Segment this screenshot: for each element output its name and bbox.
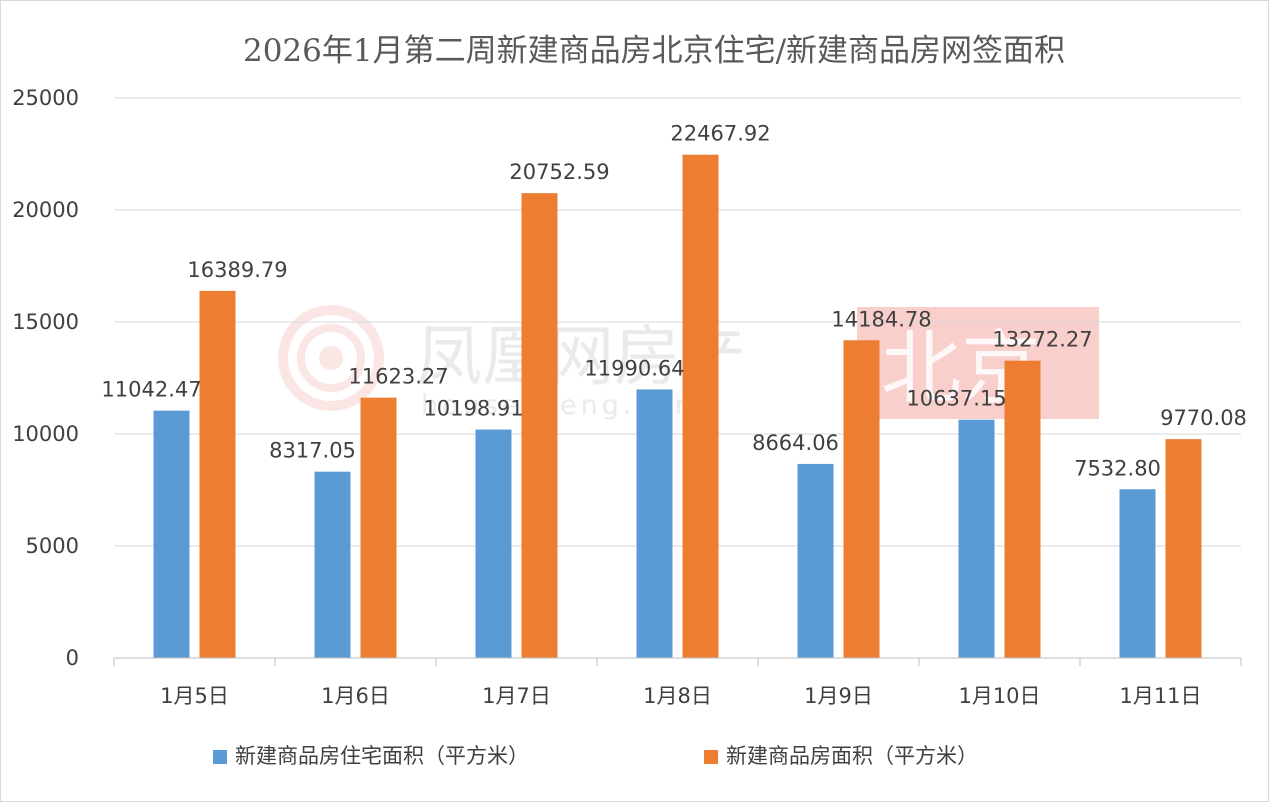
bar-total — [199, 290, 236, 658]
bar-residential — [153, 410, 190, 658]
legend-label-total: 新建商品房面积（平方米） — [726, 744, 978, 768]
y-tick-label: 5000 — [26, 534, 79, 558]
data-label: 7532.80 — [1074, 456, 1161, 480]
bar-residential — [636, 389, 673, 658]
data-label: 11623.27 — [348, 365, 448, 389]
x-tick-label: 1月7日 — [482, 684, 551, 708]
gridlines — [114, 97, 1241, 547]
x-tick-label: 1月6日 — [321, 684, 390, 708]
data-label: 16389.79 — [187, 258, 287, 282]
data-label: 11990.64 — [584, 356, 684, 380]
y-tick-label: 0 — [66, 646, 79, 670]
data-label: 10637.15 — [906, 387, 1006, 411]
data-label: 14184.78 — [831, 307, 931, 331]
data-label: 13272.27 — [992, 328, 1092, 352]
bar-total — [360, 397, 397, 658]
y-tick-label: 15000 — [12, 310, 79, 334]
x-axis: 1月5日 1月6日 1月7日 1月8日 1月9日 1月10日 1月11日 — [113, 657, 1242, 708]
x-tick-label: 1月5日 — [160, 684, 229, 708]
chart-title: 2026年1月第二周新建商品房北京住宅/新建商品房网签面积 — [243, 33, 1065, 69]
data-labels: 11042.47 16389.79 8317.05 11623.27 10198.91 2… — [101, 122, 1247, 481]
x-tick-label: 1月10日 — [958, 684, 1040, 708]
bar-total — [843, 340, 880, 658]
legend: 新建商品房住宅面积（平方米） 新建商品房面积（平方米） — [213, 744, 978, 768]
y-tick-label: 20000 — [12, 198, 79, 222]
data-label: 8664.06 — [752, 431, 839, 455]
data-label: 11042.47 — [101, 378, 201, 402]
y-axis: 0 5000 10000 15000 20000 25000 — [12, 86, 79, 670]
x-tick-label: 1月11日 — [1119, 684, 1201, 708]
data-label: 20752.59 — [509, 160, 609, 184]
bar-total — [1165, 439, 1202, 658]
x-tick-label: 1月8日 — [643, 684, 712, 708]
legend-swatch-total — [704, 750, 718, 764]
ifeng-logo-icon — [278, 305, 384, 411]
bars — [153, 154, 1202, 659]
legend-swatch-residential — [213, 750, 227, 764]
data-label: 9770.08 — [1160, 406, 1247, 430]
watermark-city-badge — [857, 307, 1099, 419]
y-tick-label: 25000 — [12, 86, 79, 110]
y-tick-label: 10000 — [12, 422, 79, 446]
bar-residential — [958, 419, 995, 658]
bar-residential — [1119, 489, 1156, 658]
x-tick-label: 1月9日 — [804, 684, 873, 708]
data-label: 10198.91 — [423, 397, 523, 421]
data-label: 8317.05 — [269, 439, 356, 463]
bar-residential — [475, 429, 512, 658]
bar-total — [521, 193, 558, 659]
data-label: 22467.92 — [670, 122, 770, 146]
bar-residential — [797, 463, 834, 658]
bar-total — [1004, 360, 1041, 658]
bar-residential — [314, 471, 351, 658]
legend-label-residential: 新建商品房住宅面积（平方米） — [235, 744, 529, 768]
bar-total — [682, 154, 719, 658]
